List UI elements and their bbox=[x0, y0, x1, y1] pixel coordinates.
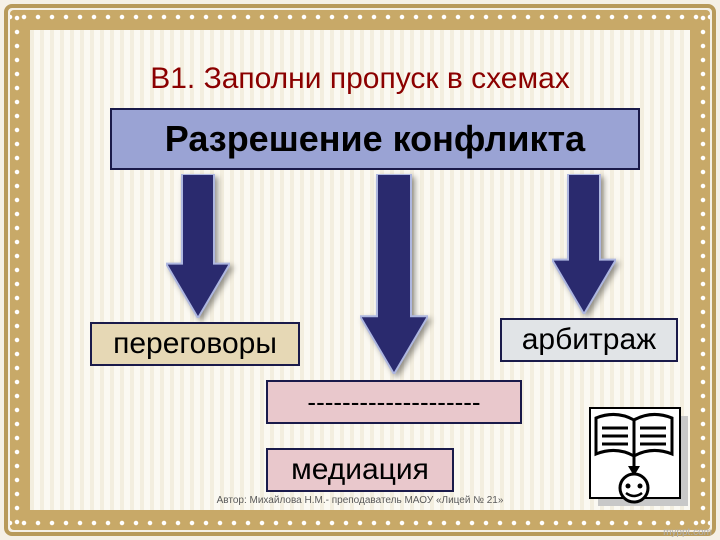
arrow-right bbox=[552, 174, 616, 314]
arrow-left bbox=[166, 174, 230, 318]
leaf-box-label: переговоры bbox=[113, 327, 277, 361]
leaf-box-переговоры: переговоры bbox=[90, 322, 300, 366]
leaf-box-label: медиация bbox=[291, 453, 429, 487]
leaf-box-label: арбитраж bbox=[522, 323, 657, 357]
main-box-label: Разрешение конфликта bbox=[165, 118, 585, 160]
main-box: Разрешение конфликта bbox=[110, 108, 640, 170]
leaf-box-медиация: медиация bbox=[266, 448, 454, 492]
leaf-box-арбитраж: арбитраж bbox=[500, 318, 678, 362]
leaf-box-blank: -------------------- bbox=[266, 380, 522, 424]
watermark: myppt.com bbox=[663, 527, 712, 538]
slide-title: В1. Заполни пропуск в схемах bbox=[30, 62, 690, 96]
slide-frame: В1. Заполни пропуск в схемах Разрешение … bbox=[0, 0, 720, 540]
arrow-middle bbox=[360, 174, 428, 374]
attribution: Автор: Михайлова Н.М.- преподаватель МАО… bbox=[30, 495, 690, 506]
paper-canvas: В1. Заполни пропуск в схемах Разрешение … bbox=[30, 30, 690, 510]
leaf-box-label: -------------------- bbox=[307, 387, 480, 418]
